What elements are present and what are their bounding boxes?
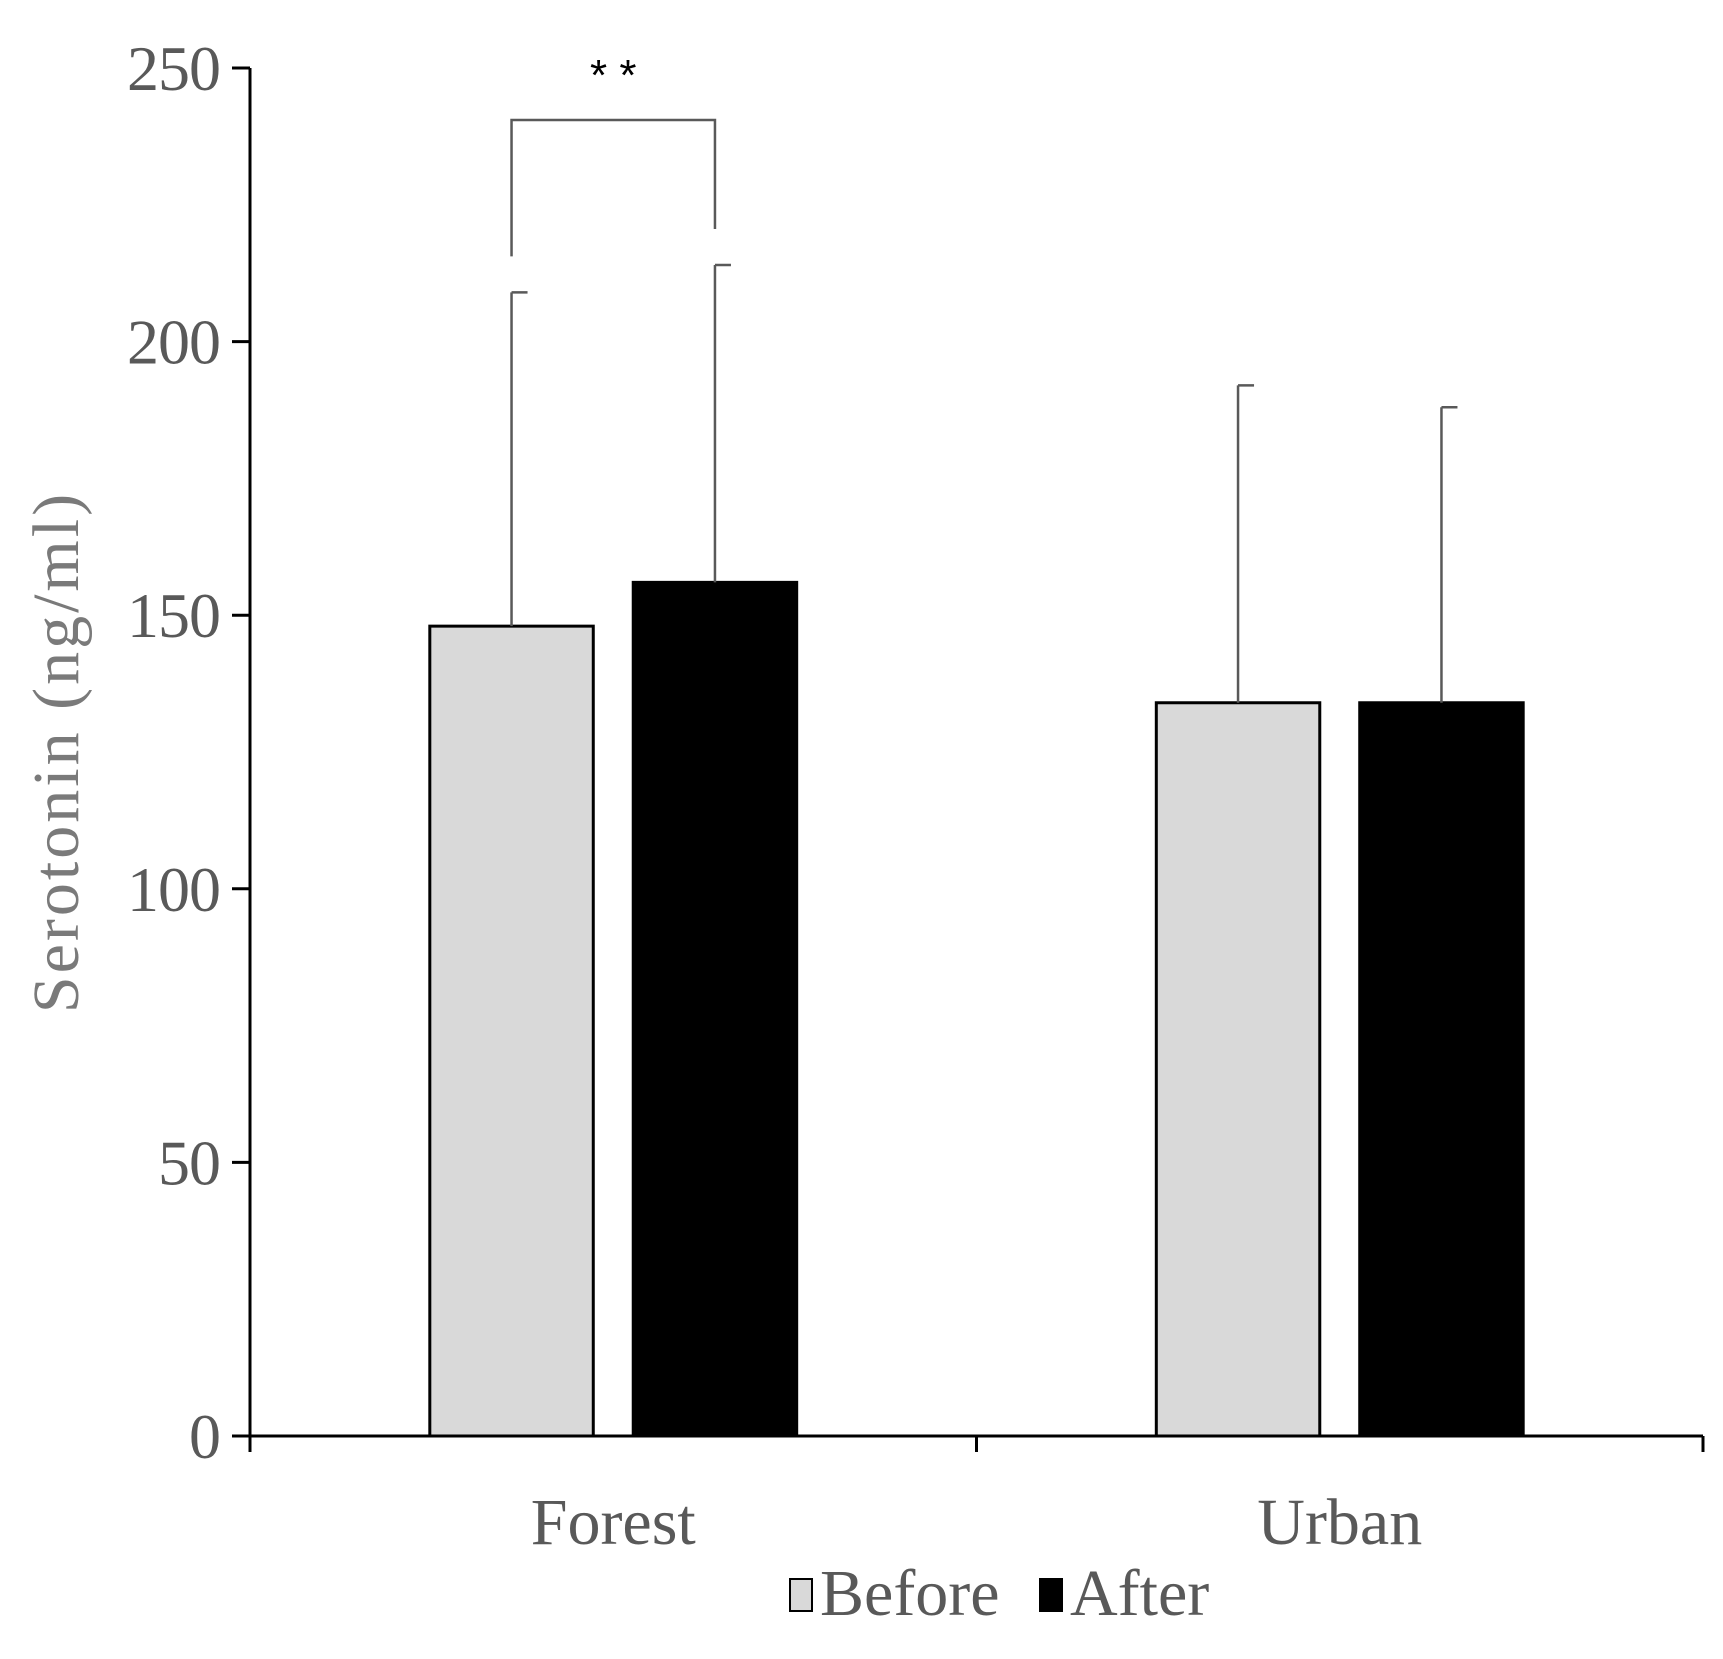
bar-before-urban (1154, 701, 1322, 1438)
bar-before-forest (428, 624, 595, 1438)
significance-stars: * * (590, 51, 636, 100)
significance-bracket (510, 118, 717, 257)
x-ticks-layer: Forest Urban (248, 1436, 1705, 1559)
y-ticks-layer: 0 50 100 150 200 250 (127, 33, 250, 1472)
y-tick-label: 50 (158, 1127, 220, 1198)
error-bars-layer (510, 263, 1458, 703)
category-label: Urban (1257, 1486, 1422, 1559)
legend-label-before: Before (820, 1557, 1000, 1630)
bars-layer (428, 580, 1525, 1438)
legend: Before After (789, 1557, 1209, 1630)
y-tick-label: 100 (127, 854, 220, 925)
legend-swatch-before (789, 1578, 813, 1612)
category-label: Forest (531, 1486, 696, 1559)
y-tick-label: 200 (127, 307, 220, 378)
y-tick-label: 250 (127, 33, 220, 104)
y-tick-label: 0 (189, 1401, 220, 1472)
legend-label-after: After (1070, 1557, 1209, 1630)
y-axis-label: Serotonin (ng/ml) (20, 491, 93, 1013)
legend-swatch-after (1039, 1578, 1063, 1612)
bar-after-forest (631, 580, 799, 1438)
significance-annotation: * * (510, 51, 717, 257)
bar-after-urban (1358, 701, 1525, 1438)
y-tick-label: 150 (127, 580, 220, 651)
